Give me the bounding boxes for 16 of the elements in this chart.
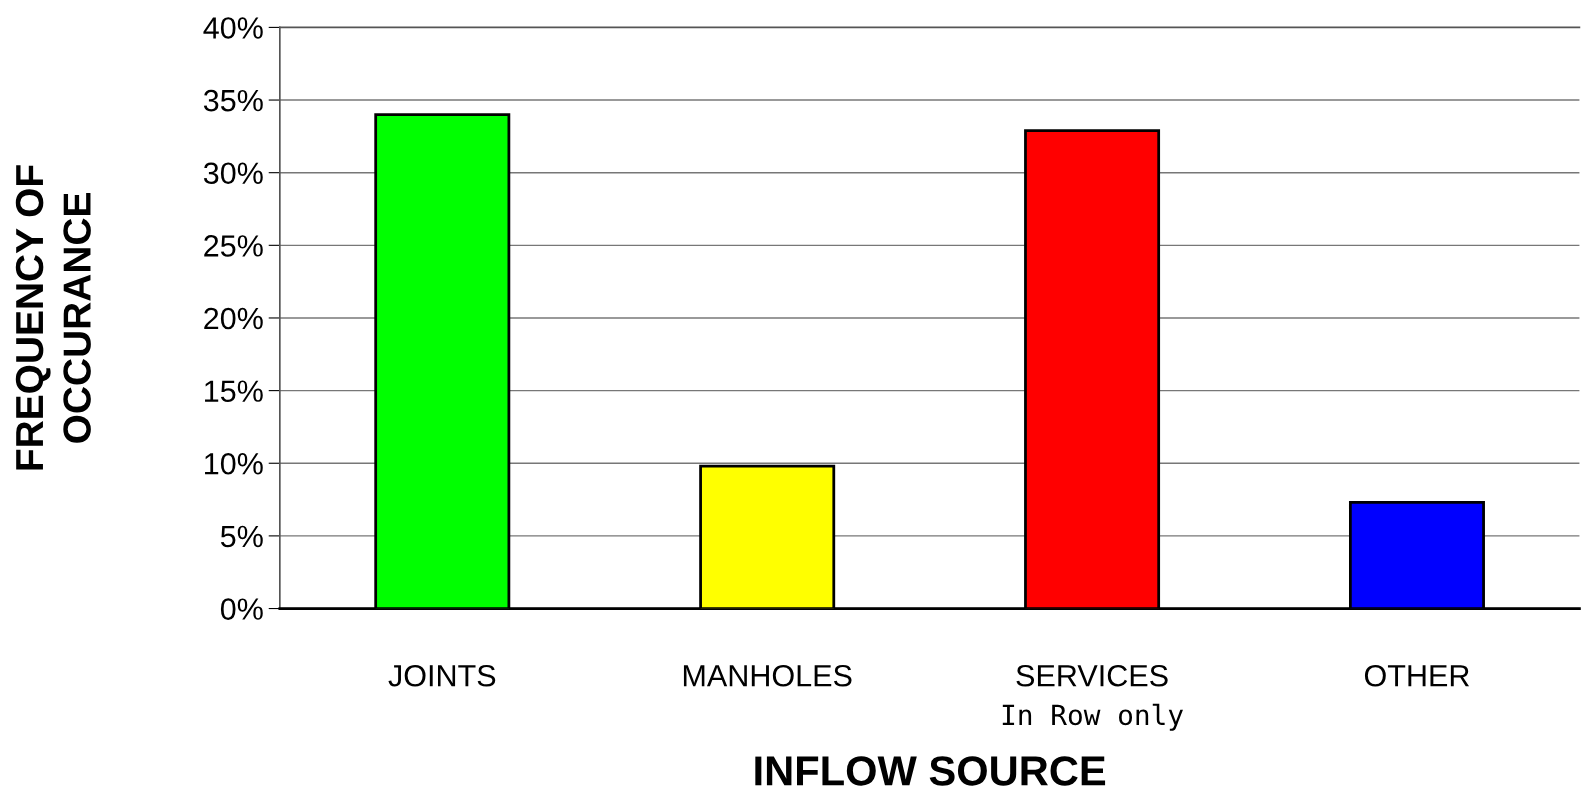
x-axis-title: INFLOW SOURCE [755,756,1106,786]
y-tick-label: 0% [220,598,263,620]
y-tick-label: 5% [220,525,263,548]
y-tick-label: 40% [203,17,263,39]
y-tick-label: 30% [203,162,263,185]
y-axis-title: FREQUENCY OF OCCURANCE [15,165,91,470]
x-tick-label: MANHOLES [683,664,852,687]
y-tick-label: 25% [204,235,263,257]
y-tick-label: 15% [205,380,263,402]
y-tick-label: 20% [204,307,263,330]
x-tick-label: OTHER [1364,664,1470,687]
y-tick-label: 10% [205,452,263,475]
x-tick-label: SERVICES [1016,664,1168,687]
x-tick-label: JOINTS [388,664,496,687]
y-tick-label: 35% [203,89,263,112]
text: In Row only [1002,703,1183,731]
